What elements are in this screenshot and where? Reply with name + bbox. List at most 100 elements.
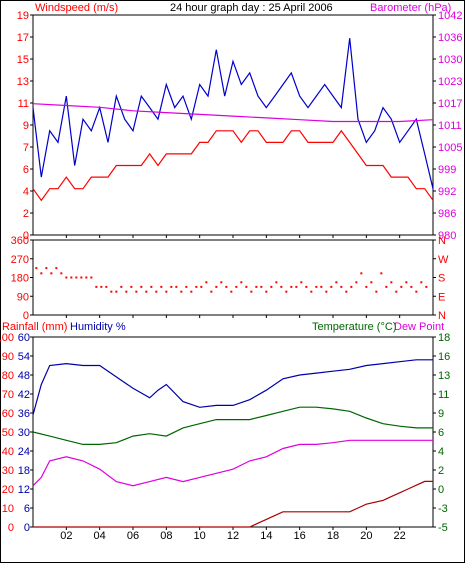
y-tick-label: 0 [23,230,29,242]
temp-y-axis-ticks: -5 -3 0 2 4 6 9 11 13 16 18 [433,332,450,534]
rain-humidity-plot-area [32,336,434,528]
direction-point [60,272,63,275]
baro-line [32,103,434,123]
direction-point [50,272,53,275]
direction-point [310,290,313,293]
direction-point [115,290,118,293]
wind-baro-plot-area [32,14,434,236]
wind-y-axis-ticks: 0 2 4 6 7 9 11 13 15 17 19 [17,10,33,242]
direction-point [250,290,253,293]
y2-tick-label: 9 [438,408,444,420]
direction-point [295,285,298,288]
direction-point [370,281,373,284]
direction-point [255,285,258,288]
direction-point [225,285,228,288]
y2-tick-label: 1011 [438,120,462,132]
y2-tick-label: -5 [438,522,448,534]
humidity-tick-label: 54 [18,351,30,363]
direction-point [300,281,303,284]
x-tick-label: 10 [194,530,206,542]
direction-point [90,276,93,279]
direction-plot-area [32,239,434,316]
humidity-tick-label: 42 [18,389,30,401]
y2-tick-label: 2 [438,465,444,477]
direction-point [235,285,238,288]
baro-y-axis-ticks: 980 986 992 999 1005 1011 1017 1023 1030 1036 1042 [433,10,462,242]
x-tick-label: 22 [394,530,406,542]
y2-tick-label: N [438,310,446,322]
y-tick-label: 180 [11,273,29,285]
direction-point [260,285,263,288]
humidity-label: Humidity % [70,321,126,333]
y-tick-label: 90 [2,351,14,363]
y2-tick-label: 986 [438,208,456,220]
direction-point [55,267,58,270]
rainline-line [33,480,433,528]
direction-point [110,290,113,293]
y-tick-label: 90 [17,291,29,303]
x-tick-label: 20 [360,530,372,542]
direction-point [415,290,418,293]
direction-y-axis-ticks: 0 90 180 270 360 [11,235,33,322]
graph-title: 24 hour graph day : 25 April 2006 [170,2,333,14]
direction-point [340,285,343,288]
direction-point [185,285,188,288]
direction-point [215,285,218,288]
y-tick-label: 20 [2,484,14,496]
y-tick-label: 6 [23,164,29,176]
direction-point [95,285,98,288]
y2-tick-label: 6 [438,427,444,439]
dewpoint-label: Dew Point [394,321,444,333]
direction-point [375,290,378,293]
x-tick-label: 08 [160,530,172,542]
y-tick-label: 0 [23,310,29,322]
direction-point [160,285,163,288]
direction-point [75,276,78,279]
y-tick-label: 60 [2,408,14,420]
rain-humidity-temp-series [32,359,433,528]
humidity-line [32,359,433,416]
direction-point [125,290,128,293]
y-tick-label: 80 [2,370,14,382]
humidity-tick-label: 6 [24,503,30,515]
y2-tick-label: 992 [438,186,456,198]
direction-point [305,285,308,288]
y2-tick-label: 13 [438,370,450,382]
direction-point [140,285,143,288]
x-tick-label: 12 [227,530,239,542]
y2-tick-label: 1036 [438,32,462,44]
y-tick-label: 4 [23,186,29,198]
wind-baro-series [32,38,434,202]
direction-point [390,281,393,284]
y2-tick-label: -3 [438,503,448,515]
barometer-label: Barometer (hPa) [370,2,451,14]
direction-point [85,276,88,279]
direction-point [70,276,73,279]
x-tick-label: 06 [127,530,139,542]
y-tick-label: 360 [11,235,29,247]
direction-point [405,281,408,284]
wind-line [32,129,434,202]
direction-point [150,285,153,288]
y2-tick-label: 1005 [438,142,462,154]
direction-point [380,272,383,275]
x-tick-label: 04 [94,530,106,542]
direction-point [180,290,183,293]
y2-tick-label: 1030 [438,54,462,66]
x-tick-label: 02 [60,530,72,542]
y2-tick-label: S [438,273,445,285]
humidity-tick-label: 30 [18,427,30,439]
x-tick-label: 18 [327,530,339,542]
y2-tick-label: 980 [438,230,456,242]
direction-point [265,290,268,293]
direction-point [245,285,248,288]
direction-point [80,276,83,279]
y2-tick-label: E [438,291,445,303]
direction-point [120,285,123,288]
y-tick-label: 10 [2,503,14,515]
y-tick-label: 0 [8,522,14,534]
y2-tick-label: N [438,235,446,247]
direction-point [315,285,318,288]
